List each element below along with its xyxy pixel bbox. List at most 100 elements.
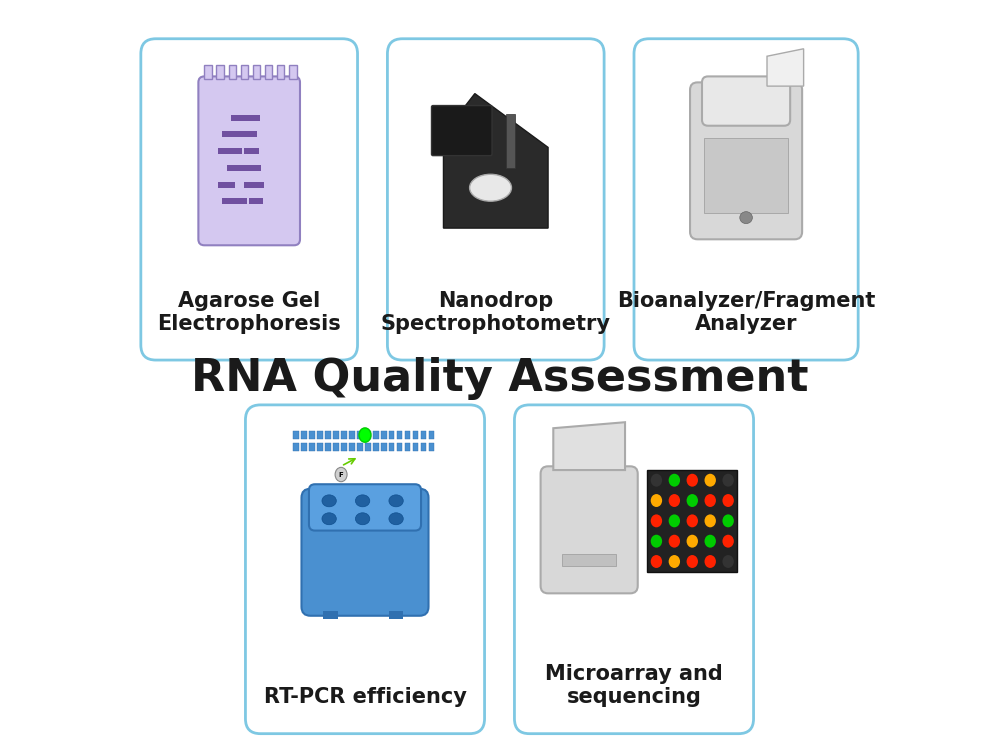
Bar bbox=[357, 431, 363, 439]
Bar bbox=[310, 443, 315, 451]
Ellipse shape bbox=[704, 535, 716, 548]
Ellipse shape bbox=[704, 494, 716, 507]
Bar bbox=[349, 431, 355, 439]
Bar bbox=[429, 431, 435, 439]
Bar bbox=[373, 443, 379, 451]
Bar bbox=[647, 470, 737, 572]
Text: RNA Quality Assessment: RNA Quality Assessment bbox=[191, 357, 808, 401]
Ellipse shape bbox=[668, 474, 680, 487]
Ellipse shape bbox=[335, 467, 347, 482]
Bar bbox=[413, 431, 419, 439]
Bar bbox=[429, 443, 435, 451]
Bar bbox=[223, 131, 242, 137]
FancyBboxPatch shape bbox=[702, 76, 790, 126]
Ellipse shape bbox=[650, 555, 662, 568]
Ellipse shape bbox=[668, 555, 680, 568]
Ellipse shape bbox=[686, 555, 698, 568]
Ellipse shape bbox=[322, 495, 337, 507]
Bar bbox=[405, 431, 411, 439]
Bar bbox=[397, 431, 403, 439]
Bar bbox=[290, 65, 297, 79]
Text: RT-PCR efficiency: RT-PCR efficiency bbox=[264, 687, 467, 707]
Ellipse shape bbox=[668, 514, 680, 527]
Bar bbox=[294, 431, 299, 439]
Bar bbox=[245, 182, 264, 188]
Polygon shape bbox=[553, 422, 625, 470]
FancyBboxPatch shape bbox=[309, 484, 421, 530]
Ellipse shape bbox=[722, 535, 734, 548]
Ellipse shape bbox=[686, 514, 698, 527]
Bar bbox=[397, 443, 403, 451]
Ellipse shape bbox=[650, 535, 662, 548]
Text: Agarose Gel
Electrophoresis: Agarose Gel Electrophoresis bbox=[157, 291, 341, 334]
Ellipse shape bbox=[722, 514, 734, 527]
FancyBboxPatch shape bbox=[690, 82, 802, 239]
Bar bbox=[294, 443, 299, 451]
Ellipse shape bbox=[740, 211, 752, 223]
Ellipse shape bbox=[686, 474, 698, 487]
Bar bbox=[310, 431, 315, 439]
Polygon shape bbox=[444, 94, 548, 228]
Bar bbox=[381, 431, 387, 439]
Bar bbox=[227, 165, 249, 171]
Ellipse shape bbox=[722, 474, 734, 487]
Bar bbox=[218, 148, 243, 154]
Bar bbox=[249, 199, 264, 204]
Ellipse shape bbox=[650, 514, 662, 527]
Bar bbox=[333, 443, 339, 451]
Bar bbox=[421, 431, 427, 439]
Bar bbox=[373, 431, 379, 439]
FancyBboxPatch shape bbox=[388, 39, 604, 360]
Ellipse shape bbox=[389, 495, 404, 507]
FancyBboxPatch shape bbox=[540, 466, 637, 593]
Ellipse shape bbox=[389, 513, 404, 525]
Bar bbox=[325, 443, 331, 451]
Bar bbox=[562, 554, 616, 566]
Bar bbox=[389, 431, 395, 439]
Ellipse shape bbox=[650, 494, 662, 507]
Bar bbox=[333, 431, 339, 439]
Bar bbox=[245, 148, 259, 154]
Ellipse shape bbox=[722, 494, 734, 507]
Ellipse shape bbox=[704, 555, 716, 568]
Bar bbox=[317, 431, 323, 439]
Bar bbox=[325, 431, 331, 439]
Bar bbox=[704, 139, 788, 213]
Polygon shape bbox=[767, 49, 803, 86]
Ellipse shape bbox=[722, 555, 734, 568]
FancyBboxPatch shape bbox=[246, 405, 485, 734]
FancyBboxPatch shape bbox=[302, 489, 429, 616]
Text: Bioanalyzer/Fragment
Analyzer: Bioanalyzer/Fragment Analyzer bbox=[617, 291, 875, 334]
Bar bbox=[341, 431, 347, 439]
Bar bbox=[231, 115, 261, 121]
Ellipse shape bbox=[668, 494, 680, 507]
Ellipse shape bbox=[356, 513, 370, 525]
Bar bbox=[349, 443, 355, 451]
Bar bbox=[506, 114, 514, 167]
Ellipse shape bbox=[470, 174, 511, 201]
Ellipse shape bbox=[322, 513, 337, 525]
Bar bbox=[405, 443, 411, 451]
Ellipse shape bbox=[704, 474, 716, 487]
Bar bbox=[205, 65, 212, 79]
Ellipse shape bbox=[356, 495, 370, 507]
Bar bbox=[241, 65, 248, 79]
FancyBboxPatch shape bbox=[514, 405, 753, 734]
Text: F: F bbox=[339, 472, 344, 478]
Bar bbox=[223, 199, 247, 204]
Bar bbox=[323, 610, 338, 620]
Bar bbox=[249, 165, 261, 171]
FancyBboxPatch shape bbox=[634, 39, 858, 360]
Bar bbox=[421, 443, 427, 451]
Bar bbox=[365, 431, 371, 439]
Bar bbox=[265, 65, 273, 79]
Bar bbox=[413, 443, 419, 451]
Ellipse shape bbox=[686, 535, 698, 548]
Bar bbox=[302, 443, 307, 451]
Text: Microarray and
sequencing: Microarray and sequencing bbox=[545, 664, 723, 707]
Bar bbox=[277, 65, 285, 79]
Ellipse shape bbox=[668, 535, 680, 548]
Bar bbox=[240, 131, 257, 137]
Bar bbox=[217, 65, 224, 79]
FancyBboxPatch shape bbox=[432, 106, 493, 155]
